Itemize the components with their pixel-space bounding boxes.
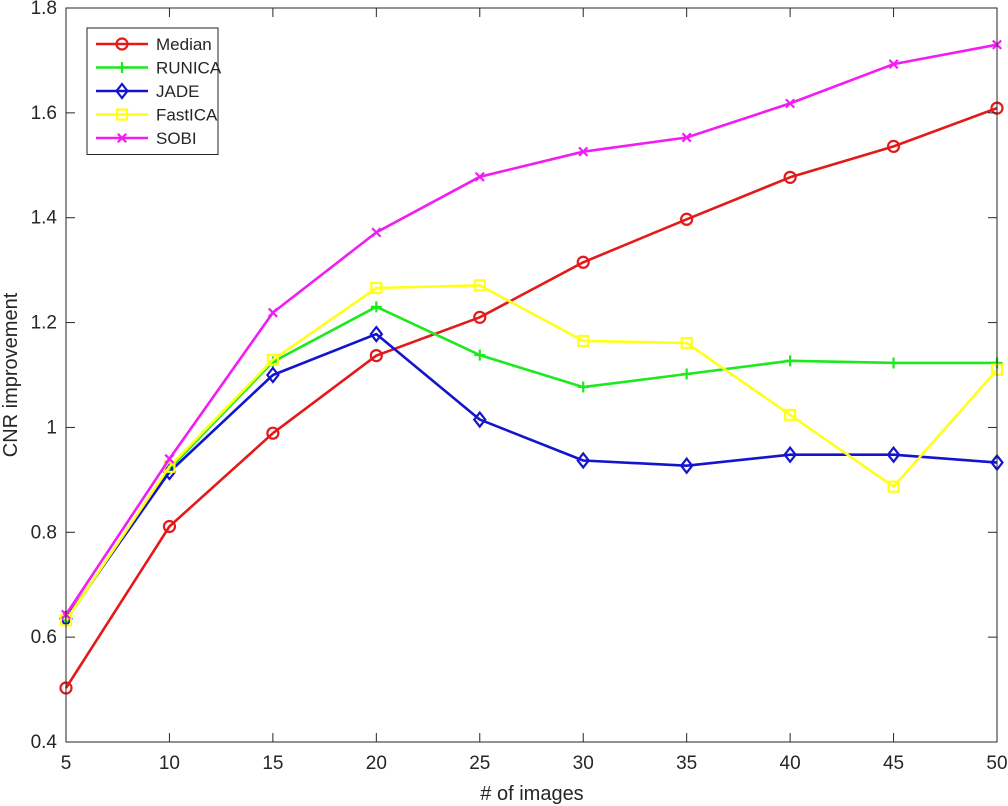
data-point-median — [369, 349, 383, 363]
legend-label-fastica: FastICA — [156, 106, 218, 125]
legend-item-fastica: FastICA — [96, 106, 218, 125]
data-point-fastica — [577, 334, 590, 348]
legend-item-runica: RUNICA — [96, 59, 222, 78]
data-point-sobi — [888, 59, 899, 70]
y-tick-label: 1.2 — [31, 313, 57, 334]
axes-layer: 5 10 15 20 25 30 35 40 45 50 0.4 0.6 0.8 1 1.2 1.4 1.6 1.… — [31, 0, 1008, 774]
legend-label-median: Median — [156, 35, 212, 54]
x-tick-label: 45 — [883, 753, 904, 774]
legend-marker-median — [115, 37, 129, 51]
y-tick-label: 0.8 — [31, 522, 57, 543]
axes-box — [65, 7, 998, 743]
legend-item-sobi: SOBI — [96, 129, 197, 148]
x-tick-label: 40 — [780, 753, 801, 774]
data-point-jade — [162, 463, 177, 481]
data-point-sobi — [785, 98, 796, 109]
data-point-sobi — [578, 146, 589, 157]
data-point-runica — [474, 349, 486, 361]
y-tick-label: 1 — [46, 417, 57, 438]
data-point-median — [162, 519, 177, 534]
y-tick-label: 1.8 — [31, 0, 57, 19]
y-tick-label: 0.6 — [31, 627, 57, 648]
series-jade — [59, 325, 1004, 628]
y-axis-label: CNR improvement — [0, 292, 22, 457]
y-tick-label: 0.4 — [31, 732, 58, 753]
data-point-median — [576, 255, 590, 269]
data-point-fastica — [370, 281, 383, 295]
legend-label-sobi: SOBI — [156, 129, 197, 148]
data-point-median — [680, 212, 694, 226]
series-line-median — [64, 106, 998, 689]
y-tick-label: 1.6 — [31, 103, 57, 124]
data-point-median — [266, 426, 280, 440]
legend: Median RUNICA JADE FastICA SOBI — [86, 27, 222, 155]
data-point-jade — [265, 366, 280, 384]
series-fastica — [59, 279, 1004, 627]
x-axis-label: # of images — [480, 783, 583, 805]
data-point-jade — [472, 410, 487, 429]
series-line-fastica — [64, 283, 998, 622]
data-point-jade — [886, 445, 901, 464]
data-point-fastica — [473, 279, 486, 292]
data-point-runica — [888, 357, 900, 369]
x-tick-label: 50 — [986, 753, 1007, 774]
plot-area — [66, 8, 997, 742]
legend-marker-jade — [115, 82, 129, 100]
data-point-fastica — [887, 480, 900, 493]
data-point-fastica — [784, 408, 797, 421]
legend-label-runica: RUNICA — [156, 59, 222, 78]
data-point-sobi — [267, 307, 278, 318]
legend-item-jade: JADE — [96, 82, 199, 101]
data-point-fastica — [266, 353, 279, 366]
series-line-sobi — [64, 43, 998, 616]
legend-marker-sobi — [117, 133, 127, 143]
legend-marker-runica — [116, 62, 128, 73]
data-point-median — [886, 139, 901, 154]
data-point-jade — [576, 451, 591, 470]
data-point-sobi — [681, 132, 692, 143]
data-point-fastica — [680, 336, 693, 350]
series-line-jade — [64, 332, 998, 620]
data-point-runica — [784, 355, 796, 367]
data-point-sobi — [371, 227, 382, 238]
x-tick-label: 30 — [573, 753, 594, 774]
data-point-median — [473, 310, 487, 324]
x-tick-label: 25 — [469, 753, 490, 774]
y-tick-label: 1.4 — [31, 208, 58, 229]
data-point-runica — [577, 381, 589, 393]
series-line-runica — [64, 305, 997, 622]
data-point-sobi — [474, 171, 485, 182]
x-tick-label: 20 — [366, 753, 387, 774]
series-layer — [59, 39, 1004, 695]
x-tick-label: 35 — [676, 753, 697, 774]
data-point-median — [783, 170, 797, 184]
data-point-jade — [783, 445, 798, 464]
data-point-runica — [681, 368, 693, 380]
data-point-jade — [679, 456, 694, 475]
legend-label-jade: JADE — [156, 82, 199, 101]
x-tick-label: 5 — [61, 753, 72, 774]
data-point-runica — [370, 301, 382, 313]
data-point-jade — [369, 325, 384, 343]
x-tick-label: 15 — [262, 753, 283, 774]
legend-marker-fastica — [115, 108, 129, 121]
legend-item-median: Median — [96, 35, 212, 54]
data-point-sobi — [164, 453, 175, 464]
x-tick-label: 10 — [159, 753, 180, 774]
